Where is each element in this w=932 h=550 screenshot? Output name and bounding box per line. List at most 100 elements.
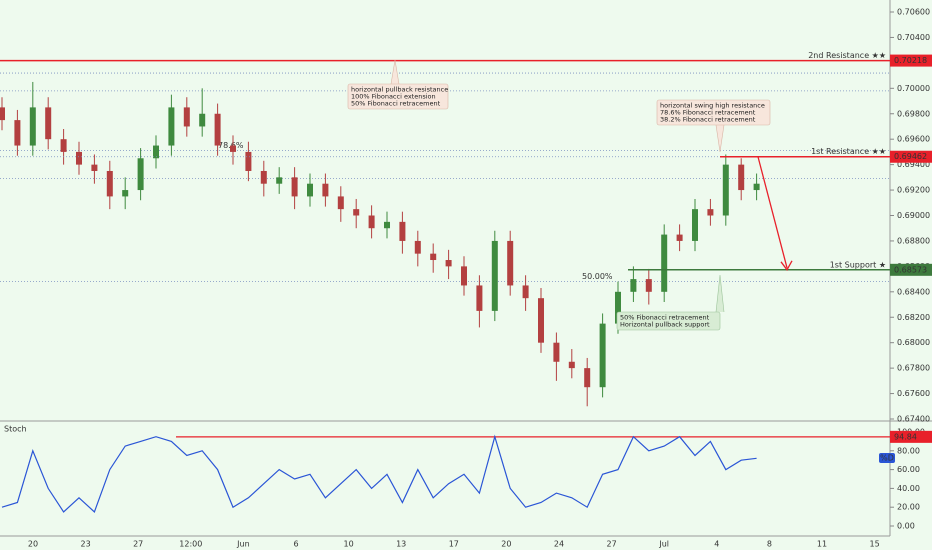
y-tick-label: 0.68000	[897, 338, 930, 347]
candle-body	[45, 107, 52, 140]
candle-body	[337, 196, 344, 210]
candle-body	[245, 151, 252, 171]
y-tick-label: 0.70400	[897, 33, 930, 42]
d-badge-label: %D	[880, 454, 894, 463]
x-tick-label: 10	[344, 540, 354, 549]
x-tick-label: 11	[817, 540, 827, 549]
candle-body	[568, 361, 575, 369]
stoch-title: Stoch	[4, 425, 27, 434]
annotation-box	[656, 99, 771, 126]
x-tick-label: 4	[714, 540, 719, 549]
candle-body	[91, 164, 98, 171]
annotation-text: 78.6% Fibonacci retracement	[660, 109, 756, 117]
candle-body	[399, 221, 406, 241]
stoch-line	[1, 434, 757, 513]
x-tick-label: Jul	[658, 540, 669, 549]
level-name: 1st Resistance ★★	[811, 147, 886, 156]
stoch-badge	[890, 430, 932, 443]
y-tick-label: 0.69600	[897, 135, 930, 144]
level-name: 2nd Resistance ★★	[808, 51, 886, 60]
level-name: 1st Support ★	[830, 260, 886, 269]
candle-body	[461, 266, 467, 286]
candle-body	[122, 190, 129, 197]
annotation-text: horizontal pullback resistance	[351, 86, 448, 94]
x-tick-label: 27	[133, 540, 143, 549]
y-tick-label: 0.67400	[897, 415, 930, 424]
y-tick-label: 0.69400	[897, 160, 930, 169]
annotation-box	[347, 83, 449, 110]
x-tick-label: 24	[554, 540, 564, 549]
x-tick-label: Jun	[236, 540, 250, 549]
arrow-head	[780, 260, 793, 272]
candle-body	[230, 145, 236, 152]
y-tick-label: 0.68200	[897, 313, 930, 322]
price-badge	[890, 54, 932, 67]
candle-body	[630, 279, 637, 292]
annotation-pointer	[390, 59, 400, 85]
y-tick-label: 0.67800	[897, 364, 930, 373]
candle-body	[183, 107, 190, 127]
candle-body	[322, 183, 329, 197]
candle-body	[137, 158, 144, 191]
x-tick-label: 23	[81, 540, 91, 549]
x-tick-label: 12:00	[179, 540, 202, 549]
annotation-pointer	[715, 274, 725, 313]
x-tick-label: 13	[396, 540, 406, 549]
candle-body	[599, 323, 606, 388]
x-tick-label: 8	[767, 540, 772, 549]
y-tick-label: 0.69800	[897, 109, 930, 118]
candle-body	[168, 107, 175, 146]
y-tick-label: 0.68400	[897, 287, 930, 296]
y-tick-label: 0.70600	[897, 8, 930, 17]
price-badge-label: 0.69462	[894, 152, 927, 161]
d-badge	[879, 453, 895, 463]
candle-body	[507, 240, 514, 286]
annotation-text: 38.2% Fibonacci retracement	[660, 116, 756, 124]
y-tick-label: 0.67600	[897, 389, 930, 398]
annotation-text: 100% Fibonacci extension	[351, 93, 436, 101]
candle-body	[476, 285, 483, 311]
x-tick-label: 20	[28, 540, 38, 549]
annotation-text: horizontal swing high resistance	[660, 102, 765, 110]
x-tick-label: 17	[449, 540, 459, 549]
y-tick-label: 0.00	[897, 522, 915, 531]
candle-body	[538, 298, 544, 343]
candle-body	[276, 177, 283, 184]
price-badge	[890, 263, 932, 276]
price-badge-label: 0.68573	[894, 265, 927, 274]
candle-body	[445, 260, 452, 267]
candle-body	[645, 279, 652, 292]
x-tick-label: 27	[607, 540, 617, 549]
candle-body	[615, 291, 621, 324]
candle-body	[291, 177, 298, 197]
y-tick-label: 80.00	[897, 446, 920, 455]
annotation-box	[616, 311, 721, 331]
candle-body	[384, 221, 390, 229]
candle-body	[414, 240, 421, 254]
price-badge	[890, 150, 932, 163]
candle-body	[214, 113, 221, 146]
candle-body	[199, 113, 206, 127]
price-badge-label: 0.70218	[894, 56, 927, 65]
candle-body	[491, 240, 498, 311]
candle-body	[260, 170, 267, 184]
candle-body	[368, 215, 375, 229]
y-tick-label: 40.00	[897, 484, 920, 493]
candle-body	[14, 120, 21, 146]
arrow	[757, 156, 788, 268]
candle-body	[722, 164, 729, 216]
candle-body	[153, 145, 159, 159]
stoch-badge-label: 94.84	[894, 432, 917, 441]
candle-body	[676, 234, 683, 241]
candle-body	[753, 183, 760, 191]
candle-body	[106, 170, 113, 197]
candle-body	[584, 368, 591, 388]
candle-body	[430, 253, 437, 261]
y-tick-label: 0.69200	[897, 186, 930, 195]
y-tick-label: 0.68800	[897, 236, 930, 245]
candle-body	[553, 342, 560, 362]
candle-body	[307, 183, 313, 197]
